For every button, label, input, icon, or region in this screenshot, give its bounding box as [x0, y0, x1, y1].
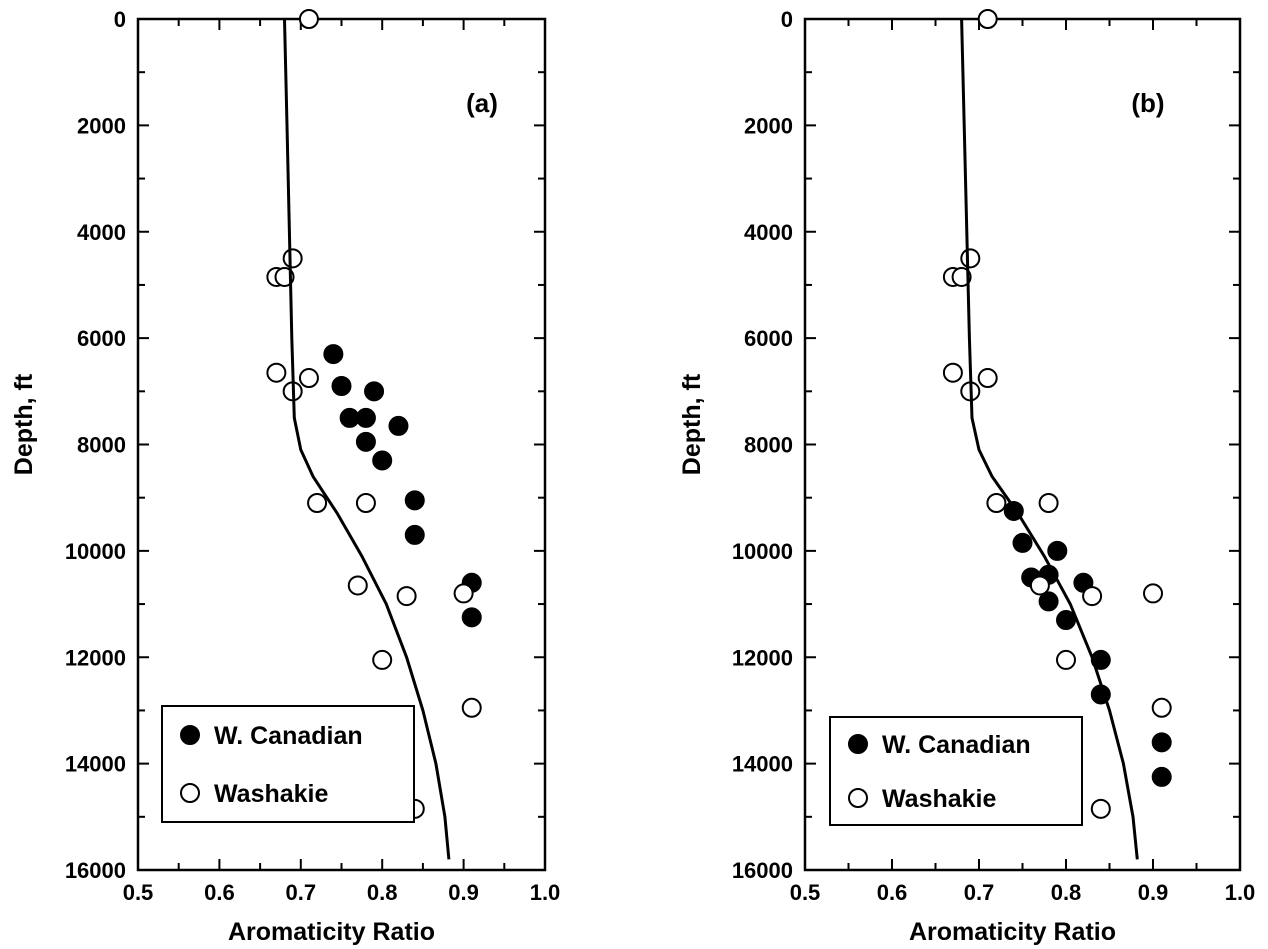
data-point-washakie	[960, 248, 981, 269]
x-tick-label: 0.9	[448, 880, 479, 905]
y-tick-label: 2000	[77, 113, 126, 138]
data-point-washakie	[951, 266, 972, 287]
data-point-w-canadian	[1151, 766, 1172, 787]
x-axis-title: Aromaticity Ratio	[228, 918, 435, 946]
data-point-washakie	[986, 493, 1007, 514]
legend-label: W. Canadian	[214, 722, 363, 750]
data-point-w-canadian	[372, 450, 393, 471]
model-curve	[283, 18, 451, 860]
legend-marker	[180, 783, 200, 803]
data-point-washakie	[1143, 583, 1163, 604]
data-point-w-canadian	[323, 344, 344, 365]
data-point-w-canadian	[355, 431, 376, 452]
data-point-washakie	[942, 362, 963, 383]
y-tick-label: 16000	[65, 858, 126, 883]
x-axis-title: Aromaticity Ratio	[909, 918, 1116, 946]
data-point-washakie	[266, 362, 287, 383]
data-point-w-canadian	[404, 524, 425, 545]
x-tick-label: 0.9	[1138, 880, 1169, 905]
data-point-washakie	[298, 9, 319, 29]
data-point-washakie	[372, 649, 393, 670]
data-point-w-canadian	[1047, 540, 1068, 561]
legend: W. Canadian Washakie	[161, 705, 415, 823]
y-tick-label: 4000	[744, 220, 793, 245]
data-point-w-canadian	[404, 490, 425, 511]
x-tick-label: 0.5	[790, 880, 821, 905]
y-tick-label: 8000	[744, 433, 793, 458]
y-tick-label: 0	[114, 7, 126, 32]
x-tick-label: 0.7	[286, 880, 317, 905]
y-tick-label: 0	[781, 7, 793, 32]
x-tick-label: 1.0	[1225, 880, 1256, 905]
legend-label: Washakie	[882, 785, 997, 813]
data-point-washakie	[298, 368, 319, 389]
legend-label: W. Canadian	[882, 731, 1031, 759]
data-point-w-canadian	[1038, 591, 1059, 612]
y-tick-label: 12000	[65, 645, 126, 670]
data-point-washakie	[307, 493, 328, 514]
data-point-w-canadian	[388, 415, 409, 436]
data-point-w-canadian	[1012, 532, 1033, 553]
y-tick-label: 8000	[77, 433, 126, 458]
y-tick-label: 14000	[65, 752, 126, 777]
data-point-washakie	[1151, 697, 1172, 718]
data-point-washakie	[396, 586, 417, 607]
legend-marker	[180, 725, 200, 745]
x-tick-label: 0.6	[877, 880, 908, 905]
chart-panel-b: 0.5 0.6 0.7 0.8 0.9 1.0 0 2000 4000 6000 8000 10000…	[678, 7, 1255, 946]
data-point-w-canadian	[355, 407, 376, 428]
data-point-w-canadian	[1056, 610, 1076, 631]
y-axis-title: Depth, ft	[678, 373, 706, 475]
panel-label: (b)	[1131, 88, 1164, 118]
y-tick-label: 2000	[744, 113, 793, 138]
legend-marker	[848, 788, 868, 808]
data-point-washakie	[347, 575, 368, 596]
y-tick-label: 6000	[744, 326, 793, 351]
y-tick-label: 12000	[732, 645, 793, 670]
y-tick-label: 16000	[732, 858, 793, 883]
data-point-washakie	[977, 368, 998, 389]
y-tick-label: 6000	[77, 326, 126, 351]
x-tick-label: 0.8	[367, 880, 398, 905]
x-tick-label: 0.5	[123, 880, 154, 905]
legend-box	[829, 716, 1083, 826]
y-tick-label: 10000	[732, 539, 793, 564]
x-tick-label: 1.0	[530, 880, 561, 905]
data-point-w-canadian	[1151, 732, 1172, 753]
data-point-washakie	[282, 248, 303, 269]
data-point-washakie	[1038, 493, 1059, 514]
legend-label: Washakie	[214, 780, 329, 808]
data-point-washakie	[1082, 586, 1103, 607]
data-point-washakie	[1056, 649, 1076, 670]
data-point-washakie	[355, 493, 376, 514]
y-tick-label: 14000	[732, 752, 793, 777]
y-axis-title: Depth, ft	[10, 373, 38, 475]
x-tick-label: 0.8	[1051, 880, 1082, 905]
y-tick-label: 10000	[65, 539, 126, 564]
data-point-w-canadian	[461, 607, 482, 628]
data-point-washakie	[1029, 575, 1050, 596]
data-point-washakie	[1090, 798, 1111, 819]
data-point-washakie	[453, 583, 474, 604]
chart-panel-a: 0.5 0.6 0.7 0.8 0.9 1.0 0 2000 4000 6000 8000 10000…	[10, 7, 560, 946]
y-tick-label: 4000	[77, 220, 126, 245]
x-tick-label: 0.6	[204, 880, 235, 905]
x-tick-label: 0.7	[964, 880, 995, 905]
legend-box	[161, 705, 415, 823]
data-point-washakie	[977, 9, 998, 29]
data-point-w-canadian	[331, 375, 352, 396]
panel-label: (a)	[466, 88, 498, 118]
legend: W. Canadian Washakie	[829, 716, 1083, 826]
data-point-washakie	[461, 697, 482, 718]
data-point-w-canadian	[364, 381, 385, 402]
legend-marker	[848, 734, 868, 754]
model-curve	[960, 18, 1139, 860]
